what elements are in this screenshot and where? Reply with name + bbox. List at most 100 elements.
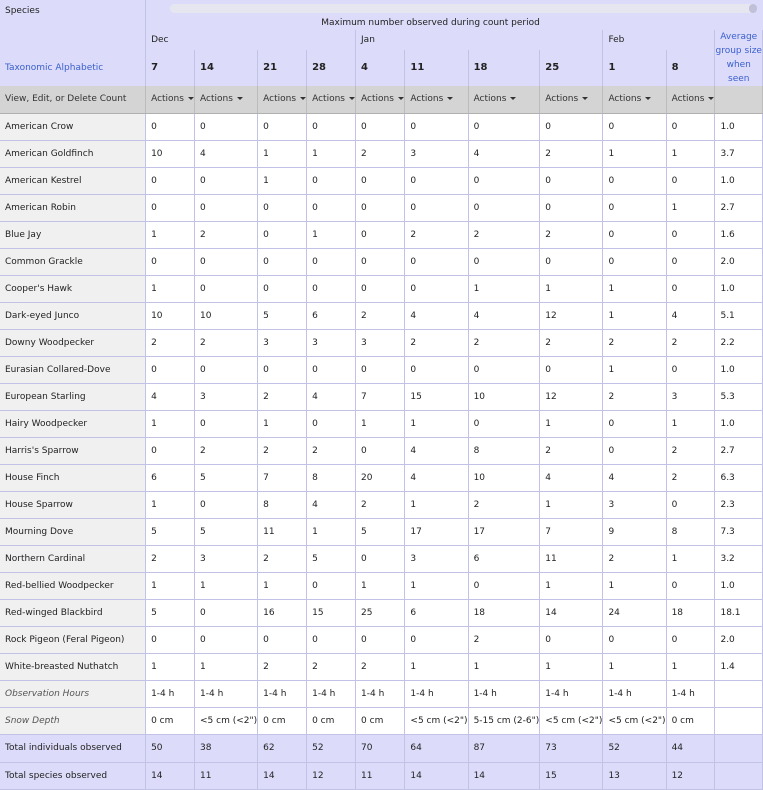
actions-dropdown[interactable]: Actions <box>672 94 714 104</box>
average-cell: 2.7 <box>714 194 763 222</box>
count-cell: 14 <box>539 599 604 627</box>
count-cell: 3 <box>194 383 259 411</box>
count-cell: 0 <box>145 437 196 465</box>
average-group-size-header[interactable]: Average group size when seen <box>714 30 763 86</box>
count-cell: 2 <box>468 221 541 249</box>
row-label: Rock Pigeon (Feral Pigeon) <box>0 626 147 654</box>
count-cell: 8 <box>666 518 716 546</box>
row-label: Dark-eyed Junco <box>0 302 147 330</box>
count-cell: 64 <box>404 734 469 763</box>
count-cell: 1 <box>145 653 196 681</box>
actions-label: Actions <box>312 94 345 105</box>
actions-dropdown-cell: Actions <box>539 86 604 114</box>
count-cell: 1 <box>306 140 357 168</box>
actions-dropdown[interactable]: Actions <box>608 94 652 104</box>
total-individuals-row: Total individuals observed 50 38 62 52 70 64 87… <box>0 734 763 763</box>
species-row: Cooper's Hawk 1 0 0 0 0 0 1 1 1 0 1.0 <box>0 275 763 303</box>
count-cell: 4 <box>404 437 469 465</box>
count-cell: 1 <box>257 572 308 600</box>
count-cell: 1 <box>257 140 308 168</box>
count-cell: 0 <box>194 491 259 519</box>
horizontal-scrollbar[interactable] <box>170 4 757 13</box>
count-cell: 5 <box>306 545 357 573</box>
count-cell: 0 <box>468 248 541 276</box>
species-row: Dark-eyed Junco 10 10 5 6 2 4 4 12 1 4 5.1 <box>0 302 763 330</box>
snow-depth-row: Snow Depth 0 cm <5 cm (<2") 0 cm 0 cm 0 cm <5 … <box>0 707 763 735</box>
count-cell: 0 <box>194 599 259 627</box>
actions-dropdown[interactable]: Actions <box>151 94 194 104</box>
count-cell: 3 <box>194 545 259 573</box>
count-cell: 18 <box>666 599 716 627</box>
count-cell: 0 <box>539 626 604 654</box>
count-cell: 1-4 h <box>306 680 357 708</box>
count-cell: 0 cm <box>257 707 308 735</box>
species-row: Mourning Dove 5 5 11 1 5 17 17 7 9 8 7.3 <box>0 518 763 546</box>
count-cell: 2 <box>666 464 716 492</box>
actions-dropdown[interactable]: Actions <box>410 94 454 104</box>
average-cell: 5.1 <box>714 302 763 330</box>
count-cell: 0 <box>194 248 259 276</box>
month-label: Jan <box>355 30 405 50</box>
actions-dropdown[interactable]: Actions <box>474 94 517 104</box>
count-cell: 1-4 h <box>468 680 541 708</box>
count-cell: 2 <box>355 653 406 681</box>
caret-down-icon <box>300 97 306 101</box>
date-column-header: 1 <box>602 49 667 86</box>
count-cell: 4 <box>468 140 541 168</box>
count-cell: 0 cm <box>145 707 196 735</box>
count-cell: 6 <box>306 302 357 330</box>
actions-row-blank <box>714 86 763 114</box>
average-cell: 3.7 <box>714 140 763 168</box>
average-cell: 1.0 <box>714 356 763 384</box>
caret-down-icon <box>397 97 404 101</box>
date-column-header: 11 <box>404 49 469 86</box>
actions-dropdown[interactable]: Actions <box>200 94 243 104</box>
count-cell: 2 <box>306 653 357 681</box>
count-cell: 1-4 h <box>404 680 469 708</box>
count-cell: 1 <box>145 275 196 303</box>
count-cell: 6 <box>145 464 196 492</box>
count-cell: 0 <box>355 113 406 141</box>
count-cell: 1 <box>306 221 357 249</box>
count-cell: 15 <box>306 599 357 627</box>
month-label <box>666 30 716 50</box>
count-cell: 0 <box>468 572 541 600</box>
row-label: American Crow <box>0 113 147 141</box>
caret-down-icon <box>708 97 714 101</box>
count-cell: 2 <box>257 653 308 681</box>
count-cell: 1 <box>602 356 667 384</box>
count-cell: 1 <box>306 518 357 546</box>
count-cell: 2 <box>194 437 259 465</box>
count-cell: 1 <box>145 410 196 438</box>
actions-dropdown[interactable]: Actions <box>263 94 306 104</box>
count-cell: 1 <box>666 194 716 222</box>
species-row: Hairy Woodpecker 1 0 1 0 1 1 0 1 0 1 1.0 <box>0 410 763 438</box>
header-spacer-2 <box>714 16 763 30</box>
count-cell: 1 <box>666 653 716 681</box>
actions-dropdown[interactable]: Actions <box>361 94 404 104</box>
scrollbar-arrow[interactable] <box>749 4 757 13</box>
observation-hours-row: Observation Hours 1-4 h 1-4 h 1-4 h 1-4 h 1-4… <box>0 680 763 708</box>
count-cell: 8 <box>468 437 541 465</box>
count-cell: 2 <box>355 140 406 168</box>
count-cell: 73 <box>539 734 604 763</box>
actions-dropdown[interactable]: Actions <box>545 94 589 104</box>
row-label: Red-winged Blackbird <box>0 599 147 627</box>
average-cell: 1.0 <box>714 113 763 141</box>
actions-dropdown[interactable]: Actions <box>312 94 355 104</box>
count-cell: 0 <box>306 113 357 141</box>
count-cell: 1 <box>602 275 667 303</box>
count-cell: 14 <box>145 762 196 790</box>
caret-down-icon <box>187 97 194 101</box>
average-cell: 5.3 <box>714 383 763 411</box>
count-cell: <5 cm (<2") <box>194 707 259 735</box>
count-cell: 10 <box>145 302 196 330</box>
row-label: White-breasted Nuthatch <box>0 653 147 681</box>
count-cell: 1 <box>257 167 308 195</box>
alphabetic-sort-link[interactable]: Alphabetic <box>55 62 104 73</box>
average-cell: 1.0 <box>714 167 763 195</box>
taxonomic-sort-link[interactable]: Taxonomic <box>5 62 53 73</box>
count-cell: 0 <box>602 248 667 276</box>
count-cell: 4 <box>404 464 469 492</box>
count-cell: 25 <box>355 599 406 627</box>
